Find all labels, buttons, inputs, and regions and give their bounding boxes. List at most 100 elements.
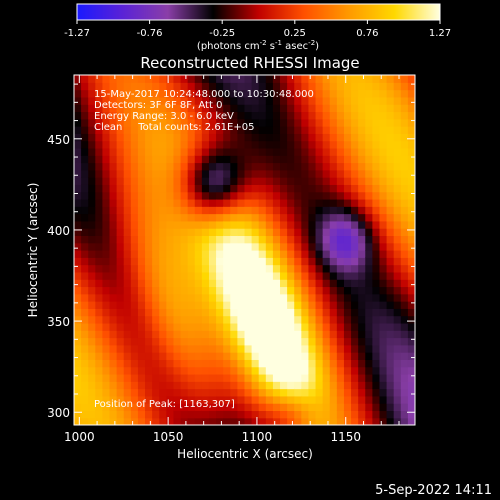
heatmap-cell [145, 126, 153, 134]
heatmap-cell [244, 191, 253, 200]
heatmap-cell [258, 126, 267, 134]
heatmap-cell [407, 220, 415, 229]
heatmap-cell [343, 220, 352, 229]
heatmap-cell [145, 184, 153, 193]
heatmap-cell [116, 330, 125, 339]
heatmap-cell [251, 235, 260, 244]
heatmap-cell [315, 155, 324, 164]
heatmap-cell [351, 381, 359, 390]
heatmap-cell [280, 133, 288, 142]
heatmap-cell [351, 373, 359, 382]
heatmap-cell [116, 213, 125, 222]
heatmap-cell [95, 373, 104, 382]
heatmap-cell [180, 198, 189, 207]
heatmap-cell [102, 286, 111, 295]
heatmap-cell [287, 198, 295, 207]
heatmap-cell [358, 264, 366, 273]
heatmap-cell [251, 89, 260, 98]
heatmap-cell [329, 213, 338, 222]
heatmap-cell [294, 75, 302, 83]
heatmap-cell [244, 359, 253, 368]
heatmap-cell [130, 279, 139, 288]
heatmap-cell [237, 301, 246, 309]
heatmap-cell [265, 337, 274, 346]
heatmap-cell [230, 373, 238, 382]
heatmap-cell [95, 191, 104, 200]
heatmap-cell [301, 206, 310, 215]
heatmap-cell [88, 293, 96, 302]
heatmap-cell [95, 271, 104, 280]
heatmap-cell [315, 337, 324, 346]
heatmap-cell [201, 388, 210, 397]
heatmap-cell [365, 279, 373, 288]
heatmap-cell [223, 147, 231, 156]
heatmap-cell [343, 104, 352, 113]
heatmap-cell [386, 337, 395, 346]
heatmap-cell [102, 75, 111, 83]
heatmap-cell [88, 403, 96, 412]
heatmap-cell [130, 147, 139, 156]
heatmap-cell [322, 96, 331, 105]
heatmap-cell [230, 140, 238, 149]
heatmap-cell [386, 388, 395, 397]
heatmap-cell [393, 162, 402, 171]
heatmap-cell [130, 322, 139, 331]
heatmap-cell [130, 126, 139, 134]
heatmap-cell [109, 359, 118, 368]
heatmap-cell [173, 257, 182, 266]
heatmap-cell [201, 322, 210, 331]
heatmap-cell [322, 75, 331, 83]
heatmap-cell [109, 140, 118, 149]
heatmap-cell [81, 337, 89, 346]
heatmap-cell [187, 388, 196, 397]
heatmap-cell [265, 279, 274, 288]
heatmap-cell [308, 118, 317, 127]
heatmap-cell [351, 147, 359, 156]
heatmap-cell [400, 104, 409, 113]
heatmap-cell [230, 118, 238, 127]
heatmap-cell [315, 308, 324, 317]
heatmap-cell [187, 213, 196, 222]
heatmap-cell [372, 169, 381, 178]
heatmap-cell [230, 155, 238, 164]
heatmap-cell [287, 147, 295, 156]
heatmap-cell [102, 264, 111, 273]
heatmap-cell [386, 322, 395, 331]
heatmap-cell [187, 104, 196, 113]
heatmap-cell [216, 388, 224, 397]
heatmap-cell [173, 308, 182, 317]
heatmap-cell [187, 89, 196, 98]
heatmap-cell [272, 264, 281, 273]
heatmap-cell [308, 184, 317, 193]
heatmap-cell [294, 206, 302, 215]
heatmap-cell [407, 75, 415, 83]
heatmap-cell [102, 410, 111, 419]
heatmap-cell [180, 359, 189, 368]
heatmap-cell [287, 388, 295, 397]
heatmap-cell [358, 75, 366, 83]
heatmap-cell [287, 169, 295, 178]
heatmap-cell [265, 264, 274, 273]
colorbar-tick-label: -0.25 [209, 28, 235, 39]
heatmap-cell [137, 410, 146, 419]
heatmap-cell [152, 96, 160, 105]
heatmap-cell [372, 111, 381, 120]
heatmap-cell [230, 410, 238, 419]
heatmap-cell [301, 395, 310, 404]
heatmap-cell [358, 293, 366, 302]
heatmap-cell [180, 286, 189, 295]
heatmap-cell [386, 82, 395, 91]
heatmap-cell [336, 155, 345, 164]
heatmap-cell [223, 315, 231, 324]
heatmap-cell [365, 191, 373, 200]
heatmap-cell [230, 308, 238, 317]
heatmap-cell [358, 417, 366, 425]
heatmap-cell [372, 344, 381, 353]
heatmap-cell [400, 191, 409, 200]
heatmap-cell [180, 184, 189, 193]
heatmap-cell [258, 96, 267, 105]
heatmap-cell [365, 235, 373, 244]
heatmap-cell [265, 191, 274, 200]
heatmap-cell [194, 111, 203, 120]
heatmap-cell [166, 359, 175, 368]
